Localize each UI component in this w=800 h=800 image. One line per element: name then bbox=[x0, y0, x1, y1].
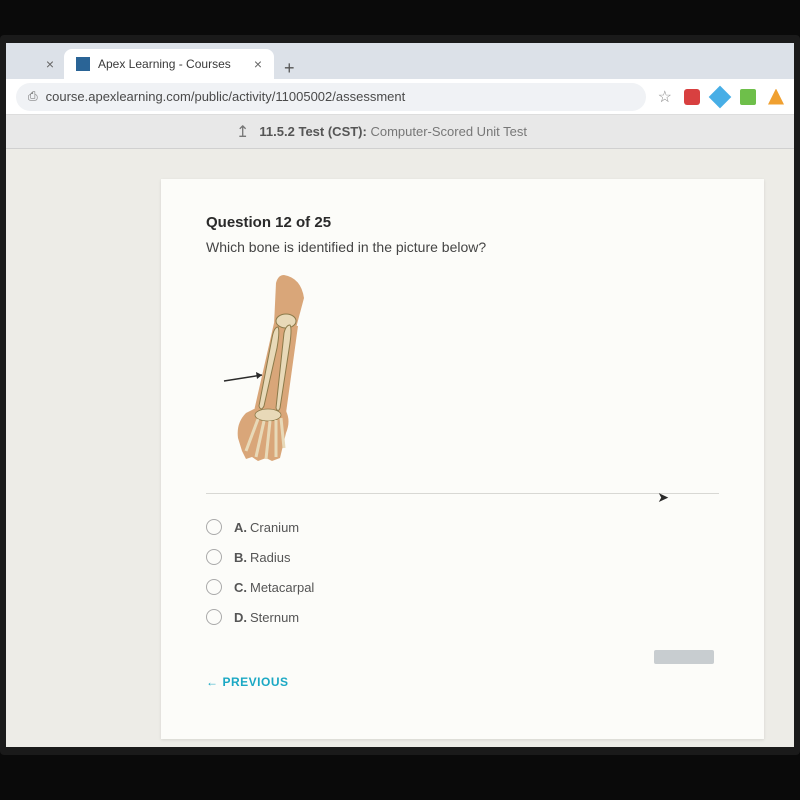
radio-icon[interactable] bbox=[206, 579, 222, 595]
tab-strip: × Apex Learning - Courses × + bbox=[6, 43, 794, 79]
test-label: Test (CST): bbox=[298, 124, 366, 139]
test-name: Computer-Scored Unit Test bbox=[370, 124, 527, 139]
option-text: Radius bbox=[250, 550, 290, 565]
extension-icon-3[interactable] bbox=[740, 89, 756, 105]
option-text: Sternum bbox=[250, 610, 299, 625]
option-c[interactable]: C.Metacarpal bbox=[206, 579, 719, 595]
question-prompt: Which bone is identified in the picture … bbox=[206, 239, 719, 255]
question-card: Question 12 of 25 Which bone is identifi… bbox=[161, 179, 764, 739]
tab-title: Apex Learning - Courses bbox=[98, 57, 231, 71]
previous-label: PREVIOUS bbox=[223, 675, 289, 689]
answer-options: A.Cranium B.Radius C.Metacarpal D.Sternu… bbox=[206, 519, 719, 625]
option-b[interactable]: B.Radius bbox=[206, 549, 719, 565]
option-letter: B. bbox=[234, 550, 247, 565]
url-text: course.apexlearning.com/public/activity/… bbox=[46, 89, 406, 104]
next-button-placeholder bbox=[654, 650, 714, 664]
toolbar-actions: ☆ bbox=[646, 87, 784, 107]
section-number: 11.5.2 bbox=[259, 124, 294, 139]
bone-diagram bbox=[206, 273, 336, 463]
option-letter: C. bbox=[234, 580, 247, 595]
browser-window: × Apex Learning - Courses × + ⎙ course.a… bbox=[6, 43, 794, 747]
close-icon[interactable]: × bbox=[254, 56, 262, 72]
indicator-arrow bbox=[224, 375, 262, 381]
radio-icon[interactable] bbox=[206, 549, 222, 565]
option-text: Metacarpal bbox=[250, 580, 314, 595]
site-info-icon[interactable]: ⎙ bbox=[28, 89, 38, 104]
option-text: Cranium bbox=[250, 520, 299, 535]
extension-icon-4[interactable] bbox=[768, 89, 784, 105]
divider bbox=[206, 493, 719, 494]
radio-icon[interactable] bbox=[206, 519, 222, 535]
back-icon[interactable]: ↥ bbox=[236, 122, 249, 142]
arrow-left-icon: ← bbox=[206, 675, 219, 689]
option-d[interactable]: D.Sternum bbox=[206, 609, 719, 625]
mouse-cursor-icon: ➤ bbox=[657, 489, 669, 506]
extension-icon-2[interactable] bbox=[709, 85, 732, 108]
address-bar[interactable]: ⎙ course.apexlearning.com/public/activit… bbox=[16, 83, 646, 111]
assessment-header-bar: ↥ 11.5.2 Test (CST): Computer-Scored Uni… bbox=[6, 115, 794, 149]
page-content: ↥ 11.5.2 Test (CST): Computer-Scored Uni… bbox=[6, 115, 794, 747]
prev-tab-close[interactable]: × bbox=[14, 49, 64, 79]
toolbar: ⎙ course.apexlearning.com/public/activit… bbox=[6, 79, 794, 115]
option-letter: A. bbox=[234, 520, 247, 535]
monitor-frame: × Apex Learning - Courses × + ⎙ course.a… bbox=[0, 35, 800, 755]
new-tab-button[interactable]: + bbox=[274, 58, 305, 79]
previous-button[interactable]: ← PREVIOUS bbox=[206, 675, 289, 689]
browser-tab-active[interactable]: Apex Learning - Courses × bbox=[64, 49, 274, 79]
option-a[interactable]: A.Cranium bbox=[206, 519, 719, 535]
favicon-icon bbox=[76, 57, 90, 71]
extension-icon-1[interactable] bbox=[684, 89, 700, 105]
radio-icon[interactable] bbox=[206, 609, 222, 625]
bookmark-icon[interactable]: ☆ bbox=[658, 87, 672, 107]
question-number: Question 12 of 25 bbox=[206, 214, 719, 231]
option-letter: D. bbox=[234, 610, 247, 625]
